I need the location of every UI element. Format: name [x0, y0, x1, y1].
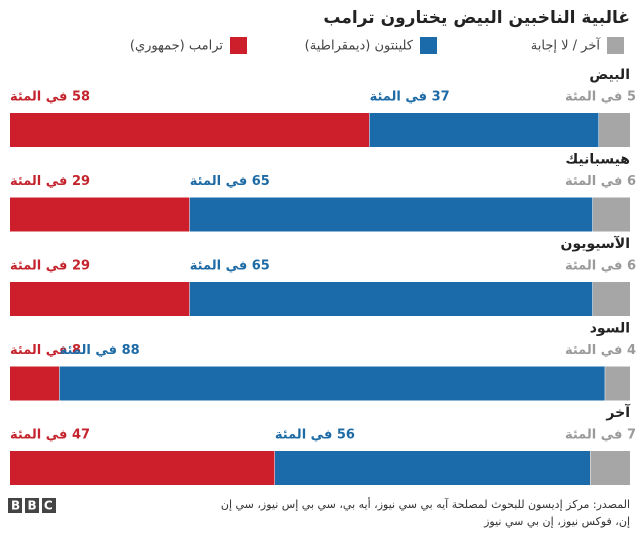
bar-segment: [274, 451, 591, 485]
bar-segment: [59, 366, 606, 401]
value-label: 5 في المئة: [565, 90, 636, 105]
logo-text: BBC: [11, 499, 60, 513]
logo: BBC: [8, 498, 60, 513]
value-label: 29 في المئة: [10, 259, 90, 274]
bar-segment: [10, 366, 60, 401]
value-label: 65 في المئة: [190, 259, 270, 274]
value-label: 6 في المئة: [565, 174, 636, 189]
value-label: 29 في المئة: [10, 174, 90, 189]
category-label: هيسبانيك: [565, 152, 630, 168]
logo-box: [42, 498, 56, 513]
bar-segment: [605, 366, 630, 401]
category-label: السود: [590, 321, 630, 337]
bar-segment: [590, 451, 630, 485]
category-label: البيض: [589, 67, 630, 83]
value-label: 4 في المئة: [565, 343, 636, 358]
value-label: 58 في المئة: [10, 90, 90, 105]
value-label: 6 في المئة: [565, 259, 636, 274]
value-label: 8 في المئة: [10, 343, 81, 358]
bar-segment: [592, 197, 630, 232]
bar-segment: [10, 282, 190, 316]
legend-label: ترامب (جمهوري): [130, 39, 224, 54]
legend-swatch: [607, 37, 624, 54]
bar-segment: [189, 282, 593, 316]
legend-swatch: [230, 37, 247, 54]
logo-box: [25, 498, 39, 513]
bar-segment: [10, 197, 190, 232]
bar-segment: [10, 113, 370, 147]
category-label: الآسيويون: [561, 235, 630, 252]
value-label: 56 في المئة: [275, 428, 355, 443]
bar-segment: [189, 197, 593, 232]
value-label: 65 في المئة: [190, 174, 270, 189]
bar-segment: [10, 451, 275, 485]
value-label: 47 في المئة: [10, 428, 90, 443]
legend-swatch: [420, 37, 437, 54]
value-label: 37 في المئة: [370, 90, 450, 105]
legend-label: آخر / لا إجابة: [531, 37, 602, 54]
bar-segment: [592, 282, 630, 316]
category-label: آخر: [605, 403, 631, 421]
logo-box: [8, 498, 22, 513]
value-label: 7 في المئة: [565, 428, 636, 443]
chart-title: غالبية الناخبين البيض يختارون ترامب: [323, 8, 630, 28]
bar-segment: [369, 113, 599, 147]
legend-label: كلينتون (ديمقراطية): [305, 39, 414, 54]
value-label: 88 في المئة: [60, 343, 140, 358]
source-text: المصدر: مركز إديسون للبحوث لمصلحة آيه بي…: [221, 497, 630, 511]
source-text: إن، فوكس نيوز، إن بي سي نيوز: [483, 515, 630, 528]
bar-segment: [599, 113, 630, 147]
